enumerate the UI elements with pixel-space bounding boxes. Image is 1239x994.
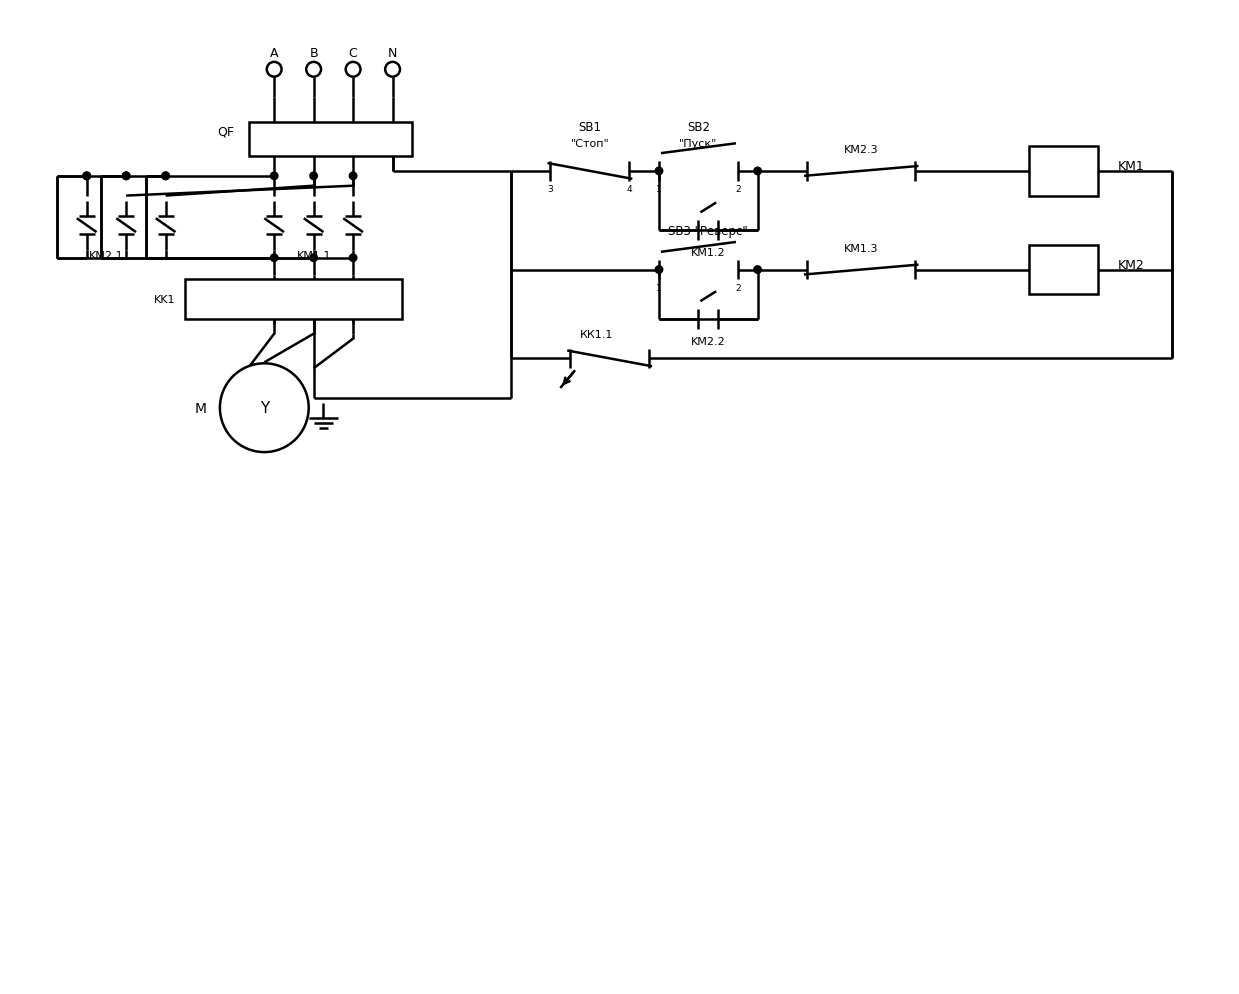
Text: "Стоп": "Стоп" xyxy=(570,139,610,149)
Text: "Пуск": "Пуск" xyxy=(679,139,717,149)
Circle shape xyxy=(270,173,278,180)
Text: 4: 4 xyxy=(627,185,632,194)
Circle shape xyxy=(349,173,357,180)
Bar xyxy=(249,122,413,157)
Circle shape xyxy=(655,168,663,176)
Circle shape xyxy=(123,173,130,180)
Text: N: N xyxy=(388,47,398,60)
Circle shape xyxy=(162,173,170,180)
Text: 1: 1 xyxy=(657,185,662,194)
Circle shape xyxy=(753,266,762,274)
Text: 3: 3 xyxy=(548,185,554,194)
Text: КК1.1: КК1.1 xyxy=(580,329,613,339)
Text: QF: QF xyxy=(218,126,234,139)
Text: 2: 2 xyxy=(735,185,741,194)
FancyBboxPatch shape xyxy=(265,286,282,308)
Text: KМ1.2: KМ1.2 xyxy=(691,248,726,257)
Text: A: A xyxy=(270,47,279,60)
Circle shape xyxy=(83,173,90,180)
Text: SB3 "Реверс": SB3 "Реверс" xyxy=(668,225,748,238)
Bar xyxy=(186,280,403,320)
Circle shape xyxy=(123,173,130,180)
Text: KМ2.2: KМ2.2 xyxy=(691,336,726,346)
Bar xyxy=(1028,246,1098,295)
Text: KK1: KK1 xyxy=(154,295,176,305)
Text: B: B xyxy=(310,47,318,60)
Text: 1: 1 xyxy=(657,283,662,292)
Circle shape xyxy=(83,173,90,180)
Text: KM2.1: KM2.1 xyxy=(89,250,124,260)
Bar xyxy=(1028,147,1098,197)
FancyBboxPatch shape xyxy=(305,286,322,308)
FancyBboxPatch shape xyxy=(344,286,362,308)
Text: SB1: SB1 xyxy=(579,121,601,134)
Circle shape xyxy=(753,168,762,176)
Text: 2: 2 xyxy=(735,283,741,292)
Text: M: M xyxy=(195,402,206,415)
Text: SB2: SB2 xyxy=(686,121,710,134)
Circle shape xyxy=(270,254,278,262)
Circle shape xyxy=(219,364,309,452)
Text: KM1.1: KM1.1 xyxy=(296,250,331,260)
Circle shape xyxy=(655,266,663,274)
Text: C: C xyxy=(348,47,358,60)
Circle shape xyxy=(310,173,317,180)
Text: KМ2: KМ2 xyxy=(1118,258,1145,272)
Circle shape xyxy=(162,173,170,180)
Text: KМ1.3: KМ1.3 xyxy=(844,244,878,253)
Text: Y: Y xyxy=(260,401,269,415)
Circle shape xyxy=(349,254,357,262)
Text: KМ1: KМ1 xyxy=(1118,160,1145,173)
Text: KМ2.3: KМ2.3 xyxy=(844,145,878,155)
Circle shape xyxy=(310,254,317,262)
